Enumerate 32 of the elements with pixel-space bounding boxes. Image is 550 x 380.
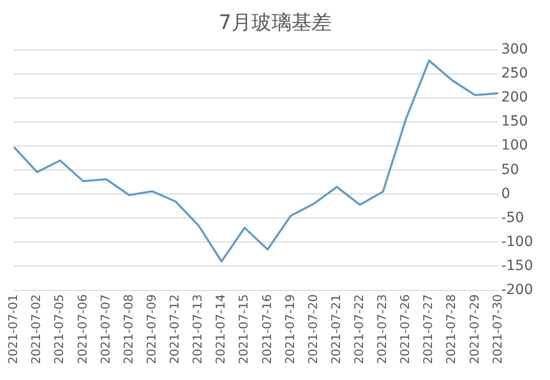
x-tick-label: 2021-07-26: [398, 294, 412, 364]
x-tick-label: 2021-07-02: [29, 294, 44, 364]
x-tick-label: 2021-07-07: [98, 294, 112, 364]
y-tick-label: -100: [501, 234, 534, 250]
x-tick-label: 2021-07-13: [190, 294, 205, 364]
x-tick-label: 2021-07-05: [52, 294, 66, 364]
y-tick-label: 200: [501, 90, 528, 106]
y-tick-label: 300: [501, 42, 528, 58]
x-tick-label: 2021-07-15: [236, 294, 251, 364]
y-tick-label: -150: [501, 258, 534, 274]
x-tick-label: 2021-07-27: [421, 294, 436, 364]
x-tick-label: 2021-07-16: [260, 294, 274, 364]
y-tick-label: 0: [501, 186, 510, 202]
x-tick-label: 2021-07-21: [328, 294, 343, 364]
y-tick-label: 150: [501, 114, 528, 130]
x-tick-label: 2021-07-14: [214, 294, 228, 364]
x-tick-label: 2021-07-19: [282, 294, 297, 364]
x-tick-label: 2021-07-12: [168, 294, 182, 364]
y-tick-label: 250: [501, 66, 528, 82]
y-tick-label: 100: [501, 138, 528, 154]
x-tick-label: 2021-07-01: [6, 294, 20, 364]
x-tick-label: 2021-07-28: [444, 294, 458, 364]
y-tick-label: -50: [501, 210, 524, 226]
x-tick-label: 2021-07-23: [375, 294, 390, 364]
x-tick-label: 2021-07-22: [352, 294, 366, 364]
x-tick-label: 2021-07-08: [121, 294, 136, 364]
x-tick-label: 2021-07-20: [306, 294, 320, 364]
x-tick-label: 2021-07-09: [144, 294, 158, 364]
y-tick-label: 50: [501, 162, 520, 178]
chart-title: 7月玻璃基差: [218, 10, 332, 34]
x-tick-label: 2021-07-29: [467, 294, 482, 364]
x-tick-label: 2021-07-06: [75, 294, 90, 364]
